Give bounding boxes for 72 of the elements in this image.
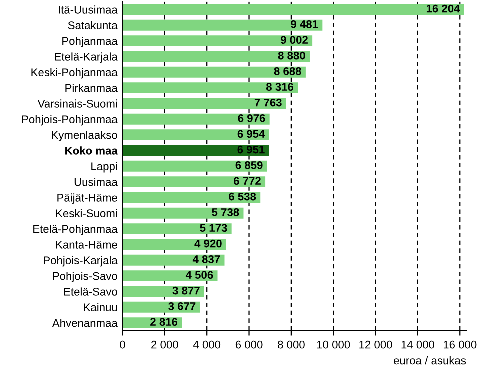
data-label: 3 677 bbox=[168, 302, 196, 310]
y-tick-label: Pohjois-Pohjanmaa bbox=[22, 115, 118, 126]
bar bbox=[122, 4, 464, 16]
data-label: 6 859 bbox=[236, 161, 263, 170]
y-tick-label: Kanta-Häme bbox=[56, 241, 118, 249]
data-label: 6 772 bbox=[234, 177, 261, 186]
y-tick-label: Kymenlaakso bbox=[52, 131, 118, 142]
y-tick-label: Itä-Uusimaa bbox=[59, 6, 118, 14]
x-axis-title: euroa / asukas bbox=[394, 356, 466, 365]
bar bbox=[122, 82, 298, 94]
data-label: 6 976 bbox=[238, 114, 266, 122]
data-label: 6 951 bbox=[238, 146, 265, 154]
data-label: 16 204 bbox=[426, 4, 460, 13]
bar bbox=[122, 98, 286, 110]
bar bbox=[122, 302, 200, 313]
data-label: 9 481 bbox=[291, 20, 318, 28]
data-label: 8 880 bbox=[278, 52, 306, 60]
y-tick-label: Pohjois-Karjala bbox=[44, 256, 118, 267]
bar bbox=[122, 176, 266, 188]
x-tick-label: 6 000 bbox=[236, 340, 263, 349]
x-tick-label: 2 000 bbox=[152, 340, 178, 349]
x-tick-label: 10 000 bbox=[317, 340, 350, 349]
bar bbox=[122, 224, 232, 235]
data-label: 9 002 bbox=[280, 36, 308, 44]
data-label: 4 920 bbox=[194, 240, 222, 248]
data-label: 5 738 bbox=[212, 208, 240, 216]
bar bbox=[122, 270, 218, 282]
x-tick-label: 16 000 bbox=[444, 340, 477, 349]
y-tick-label: Päijät-Häme bbox=[58, 194, 118, 204]
data-label: 2 816 bbox=[150, 318, 178, 326]
bar bbox=[122, 130, 270, 141]
bar bbox=[122, 208, 244, 219]
y-tick-label: Pohjois-Savo bbox=[53, 272, 118, 282]
bar bbox=[122, 20, 323, 31]
x-tick-label: 0 bbox=[120, 340, 126, 349]
y-tick-label: Pirkanmaa bbox=[66, 84, 118, 92]
bar bbox=[122, 145, 270, 156]
data-label: 8 688 bbox=[274, 67, 302, 76]
data-label: 4 837 bbox=[192, 255, 220, 264]
x-tick-label: 14 000 bbox=[402, 340, 435, 349]
y-tick-label: Koko maa bbox=[66, 146, 118, 155]
bar bbox=[122, 239, 226, 250]
data-label: 6 954 bbox=[238, 130, 266, 138]
bar bbox=[122, 192, 261, 204]
y-tick-label: Lappi bbox=[92, 162, 118, 173]
data-label: 3 877 bbox=[172, 286, 200, 295]
y-tick-label: Varsinais-Suomi bbox=[38, 100, 118, 108]
y-tick-label: Ahvenanmaa bbox=[52, 319, 118, 328]
bar bbox=[122, 36, 313, 47]
y-tick-label: Etelä-Pohjanmaa bbox=[34, 225, 118, 236]
bar bbox=[122, 66, 306, 78]
y-tick-label: Pohjanmaa bbox=[62, 37, 118, 48]
bar bbox=[122, 114, 270, 125]
y-tick-label: Etelä-Karjala bbox=[55, 52, 118, 64]
data-label: 7 763 bbox=[254, 98, 282, 107]
y-tick-label: Etelä-Savo bbox=[64, 288, 118, 296]
x-tick-label: 8 000 bbox=[278, 340, 305, 349]
y-tick-label: Uusimaa bbox=[74, 178, 118, 186]
x-tick-label: 12 000 bbox=[360, 340, 392, 349]
data-label: 5 173 bbox=[200, 224, 228, 232]
bar bbox=[122, 286, 204, 298]
y-tick-label: Satakunta bbox=[68, 21, 118, 30]
x-tick-label: 4 000 bbox=[193, 340, 221, 349]
bar bbox=[122, 160, 268, 172]
bar bbox=[122, 254, 225, 266]
data-label: 8 316 bbox=[266, 83, 294, 92]
y-tick-label: Keski-Pohjanmaa bbox=[32, 68, 118, 79]
y-tick-label: Kainuu bbox=[84, 303, 118, 312]
data-label: 4 506 bbox=[186, 271, 214, 280]
bar bbox=[122, 51, 310, 62]
data-label: 6 538 bbox=[229, 192, 256, 201]
y-tick-label: Keski-Suomi bbox=[56, 209, 118, 218]
